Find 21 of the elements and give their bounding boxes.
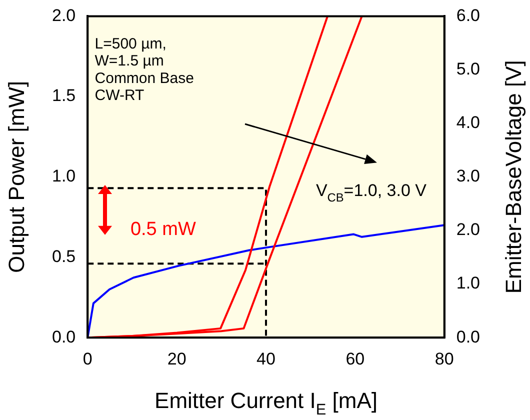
x-tick-label: 60 xyxy=(346,349,365,368)
annotation: 0.5 mW xyxy=(130,218,196,240)
y2-tick-label: 3.0 xyxy=(456,166,480,186)
y-tick-label: 1.5 xyxy=(52,86,76,106)
y-tick-label: 0.5 xyxy=(52,246,76,266)
x-tick-label: 80 xyxy=(434,349,454,368)
y-axis-title: Output Power [mW] xyxy=(4,80,29,273)
y2-axis-title: Emitter-BaseVoltage [V] xyxy=(501,60,526,294)
annotation: L=500 µm, W=1.5 µm Common Base CW-RT xyxy=(94,35,194,104)
y2-tick-label: 1.0 xyxy=(456,274,480,293)
x-tick-label: 40 xyxy=(256,349,276,368)
y2-tick-label: 4.0 xyxy=(456,113,480,132)
x-tick-label: 0 xyxy=(82,349,92,368)
y2-tick-label: 0.0 xyxy=(456,327,480,346)
y2-tick-label: 5.0 xyxy=(456,59,480,78)
y2-tick-label: 6.0 xyxy=(456,6,480,25)
y-tick-label: 2.0 xyxy=(52,6,76,25)
y-tick-label: 0.0 xyxy=(52,327,76,346)
y2-tick-label: 2.0 xyxy=(456,220,480,240)
y-tick-label: 1.0 xyxy=(52,166,76,186)
x-tick-label: 20 xyxy=(167,349,186,368)
